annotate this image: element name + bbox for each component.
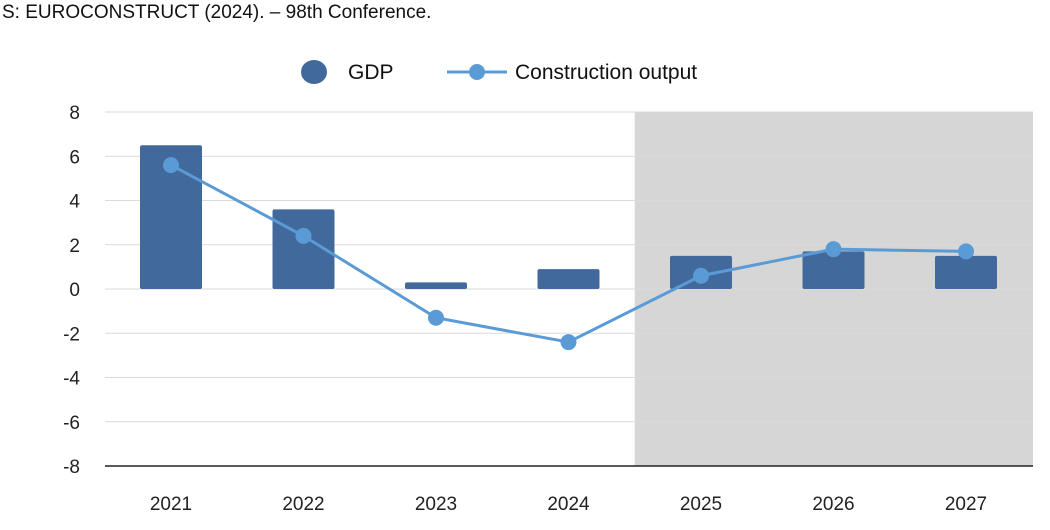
y-tick-label: 4 xyxy=(69,192,80,213)
construction-output-point xyxy=(560,334,577,351)
y-tick-label: -8 xyxy=(63,457,80,478)
construction-output-line xyxy=(163,157,974,351)
source-note: S: EUROCONSTRUCT (2024). – 98th Conferen… xyxy=(2,2,432,23)
x-tick-label: 2024 xyxy=(547,494,590,515)
construction-output-point xyxy=(163,157,179,174)
construction-output-point xyxy=(825,241,842,258)
y-tick-label: 8 xyxy=(69,103,80,124)
gdp-bar xyxy=(935,255,997,289)
x-tick-label: 2021 xyxy=(150,494,192,515)
y-tick-label: -4 xyxy=(63,369,80,390)
y-axis-ticks: 8 6 4 2 0 -2 -4 -6 -8 xyxy=(63,103,80,478)
legend-construction-label: Construction output xyxy=(515,61,697,84)
y-tick-label: 6 xyxy=(69,147,80,168)
legend-gdp-label: GDP xyxy=(348,61,394,84)
y-tick-label: 0 xyxy=(69,280,80,301)
x-tick-label: 2025 xyxy=(680,494,722,515)
legend-construction-marker xyxy=(469,64,485,80)
gdp-bar xyxy=(802,251,865,289)
construction-output-point xyxy=(958,243,974,260)
legend: GDP Construction output xyxy=(301,60,697,84)
gdp-bar xyxy=(537,269,600,289)
y-tick-label: -6 xyxy=(63,413,80,434)
legend-gdp-swatch xyxy=(301,60,327,84)
y-tick-label: 2 xyxy=(69,236,80,257)
y-tick-label: -2 xyxy=(63,324,80,345)
x-tick-label: 2022 xyxy=(282,494,324,515)
grid-lines xyxy=(105,111,1033,423)
construction-output-point xyxy=(428,309,444,326)
x-tick-label: 2023 xyxy=(415,494,457,515)
x-tick-label: 2026 xyxy=(812,494,854,515)
x-axis-ticks: 2021 2022 2023 2024 2025 2026 2027 xyxy=(150,494,987,515)
gdp-bar xyxy=(140,145,202,289)
x-tick-label: 2027 xyxy=(945,494,987,515)
construction-output-point xyxy=(295,227,312,244)
construction-output-point xyxy=(693,267,709,284)
gdp-bar xyxy=(405,282,467,289)
